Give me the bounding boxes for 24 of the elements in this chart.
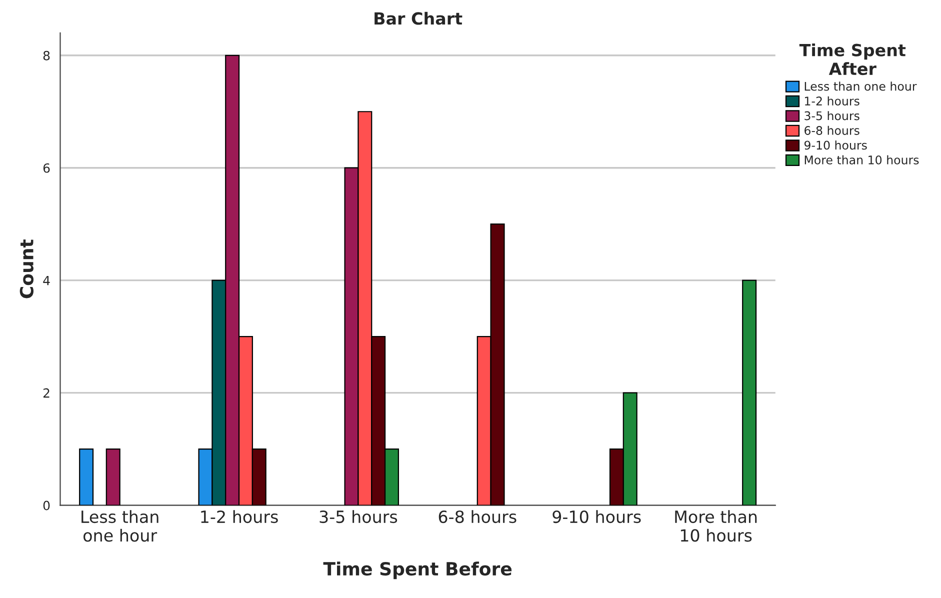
y-tick-label: 4 bbox=[43, 276, 50, 286]
legend-label: 1-2 hours bbox=[805, 96, 860, 106]
x-tick-label: More than 10 hours bbox=[675, 510, 757, 542]
y-tick-label: 8 bbox=[43, 50, 50, 60]
y-tick-label: 2 bbox=[43, 388, 50, 398]
bar bbox=[79, 448, 94, 506]
x-axis-title: Time Spent Before bbox=[323, 562, 512, 580]
legend-title: Time Spent After bbox=[799, 44, 906, 76]
legend-label: 6-8 hours bbox=[804, 126, 860, 135]
bar bbox=[742, 280, 757, 506]
legend-label: More than 10 hours bbox=[804, 155, 919, 164]
x-tick-label: 3-5 hours bbox=[320, 510, 398, 524]
x-tick-label: 6-8 hours bbox=[438, 510, 516, 524]
y-tick-label: 6 bbox=[43, 163, 50, 173]
y-axis-title: Count bbox=[20, 240, 34, 298]
legend-label: 3-5 hours bbox=[804, 111, 860, 120]
x-tick-label: 9-10 hours bbox=[552, 510, 641, 524]
legend-label: 9-10 hours bbox=[804, 140, 867, 150]
x-tick-label: 1-2 hours bbox=[201, 510, 278, 524]
y-tick-label: 0 bbox=[43, 500, 50, 510]
bar bbox=[106, 448, 120, 506]
legend-label: Less than one hour bbox=[804, 82, 917, 91]
chart-title: Bar Chart bbox=[374, 12, 462, 25]
x-tick-label: Less than one hour bbox=[82, 510, 158, 542]
